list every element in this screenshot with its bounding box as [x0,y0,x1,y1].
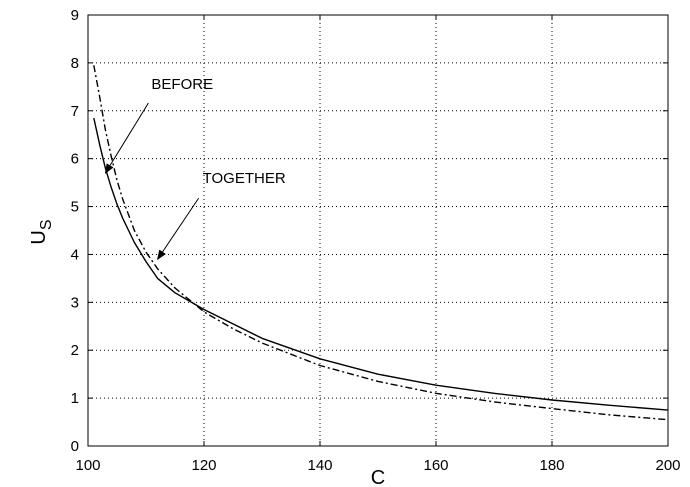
series-line-dashdot [93,65,669,421]
y-tick-label: 5 [71,199,79,216]
annotation-label: TOGETHER [203,170,286,187]
y-tick-label: 1 [71,390,79,407]
annotation-arrow [104,102,149,174]
annotations: BEFORE TOGETHER [104,76,286,261]
x-tick-labels: 100 120 140 160 180 200 [75,457,680,474]
x-tick-label: 180 [539,457,564,474]
annotation-label: BEFORE [151,76,213,93]
x-tick-label: 120 [191,457,216,474]
series-group [93,65,669,421]
x-tick-label: 140 [307,457,332,474]
x-axis-label: C [371,467,385,487]
y-tick-label: 3 [71,294,79,311]
y-tick-label: 7 [71,103,79,120]
y-tick-label: 4 [71,246,79,263]
y-tick-labels: 0 1 2 3 4 5 6 7 8 9 [71,7,79,455]
x-tick-label: 160 [423,457,448,474]
x-tick-label: 200 [655,457,680,474]
y-tick-label: 6 [71,151,79,168]
y-tick-label: 8 [71,55,79,72]
grid [88,15,668,446]
x-tick-label: 100 [75,457,100,474]
tick-marks [87,14,669,447]
y-axis-label-subscript: S [38,219,55,230]
y-tick-label: 9 [71,7,79,24]
series-line-solid [93,117,669,411]
y-axis-label: US [28,219,55,244]
y-axis-label-main: U [28,230,50,244]
annotation-arrow [157,197,200,261]
y-tick-label: 0 [71,438,79,455]
y-tick-label: 2 [71,342,79,359]
axes-frame [87,14,669,447]
svg-text:US: US [28,219,55,244]
